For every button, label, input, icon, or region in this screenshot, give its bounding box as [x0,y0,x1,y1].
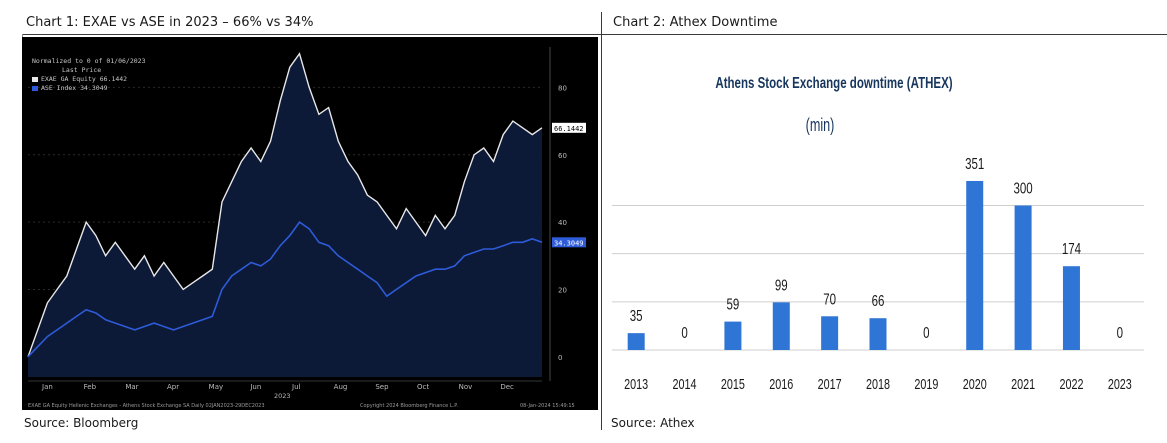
chart1-y-tick: 40 [558,219,567,227]
chart2-data-label: 351 [965,154,984,172]
chart2-x-tick: 2016 [769,375,793,392]
chart1-line-exae [27,52,543,358]
chart2-data-label: 70 [823,289,836,307]
chart1-last-value-box [552,122,586,133]
chart1-x-tick: Jan [41,383,53,391]
chart2-x-tick: 2023 [1108,375,1132,392]
chart2-bar [724,321,742,350]
chart1-footer: EXAE GA Equity Hellenic Exchanges - Athe… [28,403,265,409]
chart1-legend: Normalized to 0 of 01/06/2023 Last Price… [32,57,146,93]
chart2-source: Source: Athex [611,416,695,430]
chart2-x-tick: 2020 [963,375,987,392]
chart2-bar [1014,205,1032,350]
chart1-x-tick: Dec [500,383,514,391]
chart1-top-border [22,34,1167,35]
chart2-data-label: 0 [681,323,688,341]
chart2-bar-group-2020: 351 2020 [963,154,987,392]
chart2-data-label: 0 [1117,323,1124,341]
chart2-bar-group-2023: 0 2023 [1108,323,1132,392]
chart2-data-label: 99 [775,275,788,293]
chart2-plot: 35 2013 0 2014 59 2015 99 2016 70 2017 66 2018 0 2019… [612,154,1144,393]
chart2-x-tick: 2015 [721,375,745,392]
chart2-bar [869,318,887,350]
chart1-area-exae [28,53,542,377]
chart2-x-tick: 2014 [673,375,697,392]
chart1-line-ase [27,220,543,358]
chart2-x-tick: 2013 [624,375,648,392]
chart1-x-tick: Jun [249,383,261,391]
chart1-last-value-box [552,237,586,248]
chart1-legend-header-1: Normalized to 0 of 01/06/2023 [32,57,146,65]
chart1-caption: Chart 1: EXAE vs ASE in 2023 – 66% vs 34… [26,15,314,30]
chart2-x-tick: 2019 [914,375,938,392]
chart2-title: Athens Stock Exchange downtime (ATHEX) [715,75,953,92]
chart1-x-year: 2023 [274,392,291,400]
chart2-data-label: 0 [923,323,930,341]
chart2-bar-group-2015: 59 2015 [721,295,745,393]
chart1-timestamp: 08-Jan-2024 15:49:15 [520,403,575,409]
chart2-bar-group-2017: 70 2017 [818,289,842,392]
chart2-bar [1062,266,1080,350]
chart2-bar-group-2018: 66 2018 [866,291,890,392]
chart2-downtime-bar-chart: Athens Stock Exchange downtime (ATHEX) (… [604,37,1162,410]
chart1-x-tick: Mar [125,383,138,391]
chart2-x-tick: 2018 [866,375,890,392]
chart2-bar-group-2019: 0 2019 [914,323,938,392]
chart1-copyright: Copyright 2024 Bloomberg Finance L.P. [360,403,458,409]
chart1-bloomberg-line-chart: 0 20 40 60 80 66.1442 34.3049 Jan Feb Mar Apr May Ju… [22,37,598,410]
chart2-x-tick: 2017 [818,375,842,392]
chart2-bar-group-2022: 174 2022 [1059,239,1083,392]
chart1-y-tick: 60 [558,152,567,160]
chart1-legend-ase: ASE Index 34.3049 [32,84,146,93]
chart1-last-value-ase: 34.3049 [552,237,586,248]
chart1-legend-header-2: Last Price [62,66,102,74]
chart2-bar-group-2014: 0 2014 [673,323,697,392]
chart2-data-label: 35 [630,306,643,324]
chart1-last-value-exae: 66.1442 [552,122,586,133]
chart1-x-tick: Apr [167,383,179,391]
chart1-source: Source: Bloomberg [24,416,139,430]
chart1-x-tick: Oct [417,383,429,391]
chart1-y-tick: 80 [558,84,567,92]
chart2-bar [821,316,839,350]
chart2-data-label: 66 [872,291,885,309]
chart1-x-tick: Aug [334,383,348,391]
chart1-x-tick: Jul [291,383,301,391]
chart2-bar [627,333,645,350]
chart2-subtitle: (min) [805,115,835,135]
chart1-x-tick: Sep [375,383,389,391]
chart1-last-value-text: 34.3049 [554,239,584,247]
exae-legend-label: EXAE GA Equity 66.1442 [41,75,128,83]
chart1-y-tick: 0 [558,354,562,362]
chart1-last-value-text: 66.1442 [554,125,584,133]
chart1-x-tick: Feb [84,383,97,391]
chart1-y-tick: 20 [558,286,567,294]
chart1-x-tick: Nov [459,383,473,391]
chart2-data-label: 300 [1013,179,1032,197]
ase-legend-label: ASE Index 34.3049 [41,84,108,92]
chart2-bar-group-2021: 300 2021 [1011,179,1035,393]
chart2-bar-group-2013: 35 2013 [624,306,648,392]
chart2-x-tick: 2022 [1059,375,1083,392]
exae-swatch [32,77,38,82]
chart2-data-label: 59 [726,295,739,313]
chart2-bar-group-2016: 99 2016 [769,275,793,392]
chart1-plot: 0 20 40 60 80 66.1442 34.3049 Jan Feb Mar Apr May Ju… [27,47,586,409]
ase-swatch [32,86,38,91]
chart2-data-label: 174 [1062,239,1081,257]
chart2-bar [772,302,790,350]
panel-divider [601,12,602,430]
chart2-x-tick: 2021 [1011,375,1035,392]
chart1-legend-exae: EXAE GA Equity 66.1442 [32,75,146,84]
chart1-x-tick: May [209,383,223,391]
chart2-caption: Chart 2: Athex Downtime [613,15,778,30]
chart2-bar [966,180,984,350]
